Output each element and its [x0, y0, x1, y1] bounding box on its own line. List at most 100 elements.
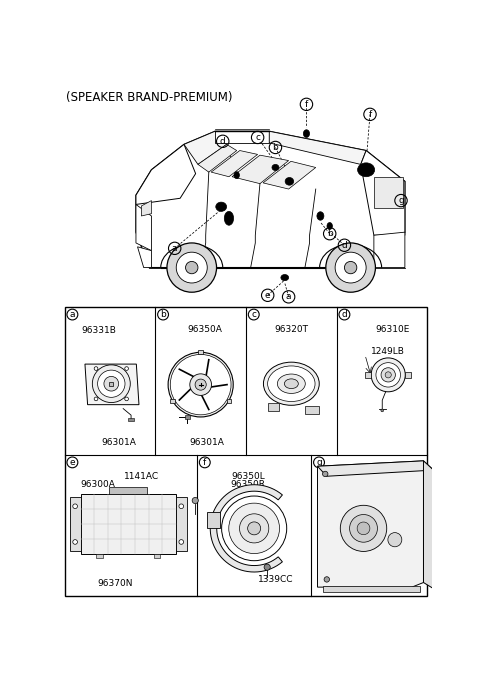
- Text: 96310E: 96310E: [375, 326, 409, 334]
- Polygon shape: [269, 131, 366, 165]
- Ellipse shape: [388, 533, 402, 547]
- Polygon shape: [136, 204, 152, 250]
- Text: f: f: [203, 458, 206, 467]
- Circle shape: [248, 522, 261, 535]
- Polygon shape: [85, 364, 139, 405]
- Circle shape: [195, 379, 206, 390]
- Ellipse shape: [272, 165, 279, 171]
- Text: 96350L: 96350L: [231, 472, 265, 481]
- Text: 1339CC: 1339CC: [258, 575, 294, 584]
- Polygon shape: [374, 232, 405, 267]
- Ellipse shape: [317, 212, 324, 220]
- Text: c: c: [255, 133, 260, 142]
- Text: 96320T: 96320T: [275, 326, 308, 334]
- Ellipse shape: [268, 366, 315, 401]
- Ellipse shape: [281, 274, 288, 281]
- Text: 96300A: 96300A: [80, 480, 115, 489]
- Circle shape: [229, 503, 279, 554]
- Text: c: c: [251, 310, 256, 319]
- Polygon shape: [317, 461, 423, 587]
- Circle shape: [192, 498, 198, 504]
- Text: 96301A: 96301A: [102, 438, 137, 447]
- Bar: [374, 177, 403, 209]
- Circle shape: [179, 540, 184, 544]
- Circle shape: [97, 370, 125, 397]
- Text: e: e: [265, 291, 271, 300]
- Circle shape: [381, 368, 396, 382]
- Bar: [81, 494, 176, 554]
- Circle shape: [323, 471, 328, 477]
- Circle shape: [385, 372, 391, 378]
- Circle shape: [125, 367, 129, 370]
- Circle shape: [222, 496, 287, 561]
- Text: d: d: [220, 137, 226, 146]
- Circle shape: [92, 365, 130, 403]
- Polygon shape: [184, 131, 227, 165]
- Polygon shape: [360, 150, 405, 235]
- Text: 96370N: 96370N: [97, 580, 132, 588]
- Text: a: a: [172, 244, 178, 253]
- Ellipse shape: [303, 130, 310, 137]
- Text: d: d: [342, 310, 348, 319]
- Polygon shape: [137, 247, 152, 267]
- Polygon shape: [210, 485, 282, 572]
- Circle shape: [104, 376, 119, 391]
- Circle shape: [240, 514, 269, 543]
- Polygon shape: [142, 200, 152, 216]
- Text: b: b: [160, 310, 166, 319]
- Ellipse shape: [216, 202, 227, 211]
- Text: 96301A: 96301A: [190, 438, 224, 447]
- Bar: [170, 399, 175, 403]
- Text: a: a: [286, 292, 291, 301]
- Text: f: f: [305, 100, 308, 109]
- Circle shape: [73, 504, 77, 508]
- Circle shape: [371, 358, 405, 392]
- Circle shape: [94, 367, 98, 370]
- Polygon shape: [423, 461, 433, 589]
- Polygon shape: [136, 144, 196, 204]
- Text: b: b: [327, 230, 333, 238]
- Circle shape: [167, 243, 216, 292]
- Text: 1339CC: 1339CC: [317, 470, 353, 479]
- Ellipse shape: [358, 163, 375, 177]
- Text: 96331B: 96331B: [81, 326, 116, 335]
- Text: 96350R: 96350R: [230, 480, 265, 489]
- Circle shape: [176, 252, 207, 283]
- Polygon shape: [232, 155, 288, 183]
- Polygon shape: [263, 161, 316, 189]
- Ellipse shape: [327, 223, 333, 230]
- Text: d: d: [342, 241, 348, 250]
- Circle shape: [345, 261, 357, 274]
- Bar: [129, 418, 134, 421]
- Circle shape: [73, 540, 77, 544]
- Polygon shape: [215, 131, 269, 143]
- Polygon shape: [317, 461, 433, 476]
- Circle shape: [186, 261, 198, 274]
- Text: 1141AC: 1141AC: [124, 472, 159, 481]
- Bar: [176, 498, 187, 551]
- Circle shape: [190, 374, 212, 395]
- Text: b: b: [273, 143, 278, 152]
- Bar: [184, 416, 190, 419]
- Circle shape: [168, 352, 233, 417]
- Bar: [305, 406, 319, 414]
- Bar: [109, 382, 113, 386]
- Circle shape: [349, 515, 377, 542]
- Bar: [65, 307, 427, 596]
- Text: 96371: 96371: [372, 470, 400, 479]
- Text: g: g: [398, 196, 404, 205]
- Polygon shape: [136, 131, 405, 267]
- Bar: [207, 512, 220, 528]
- Polygon shape: [198, 144, 237, 172]
- Text: a: a: [70, 310, 75, 319]
- Circle shape: [170, 355, 231, 415]
- Bar: [268, 403, 279, 411]
- Ellipse shape: [285, 177, 294, 185]
- Text: 1249LB: 1249LB: [371, 347, 405, 356]
- Text: 96350A: 96350A: [187, 326, 222, 334]
- Bar: [109, 487, 147, 494]
- Circle shape: [125, 397, 129, 401]
- Circle shape: [179, 504, 184, 508]
- Bar: [365, 372, 371, 378]
- Circle shape: [357, 522, 370, 535]
